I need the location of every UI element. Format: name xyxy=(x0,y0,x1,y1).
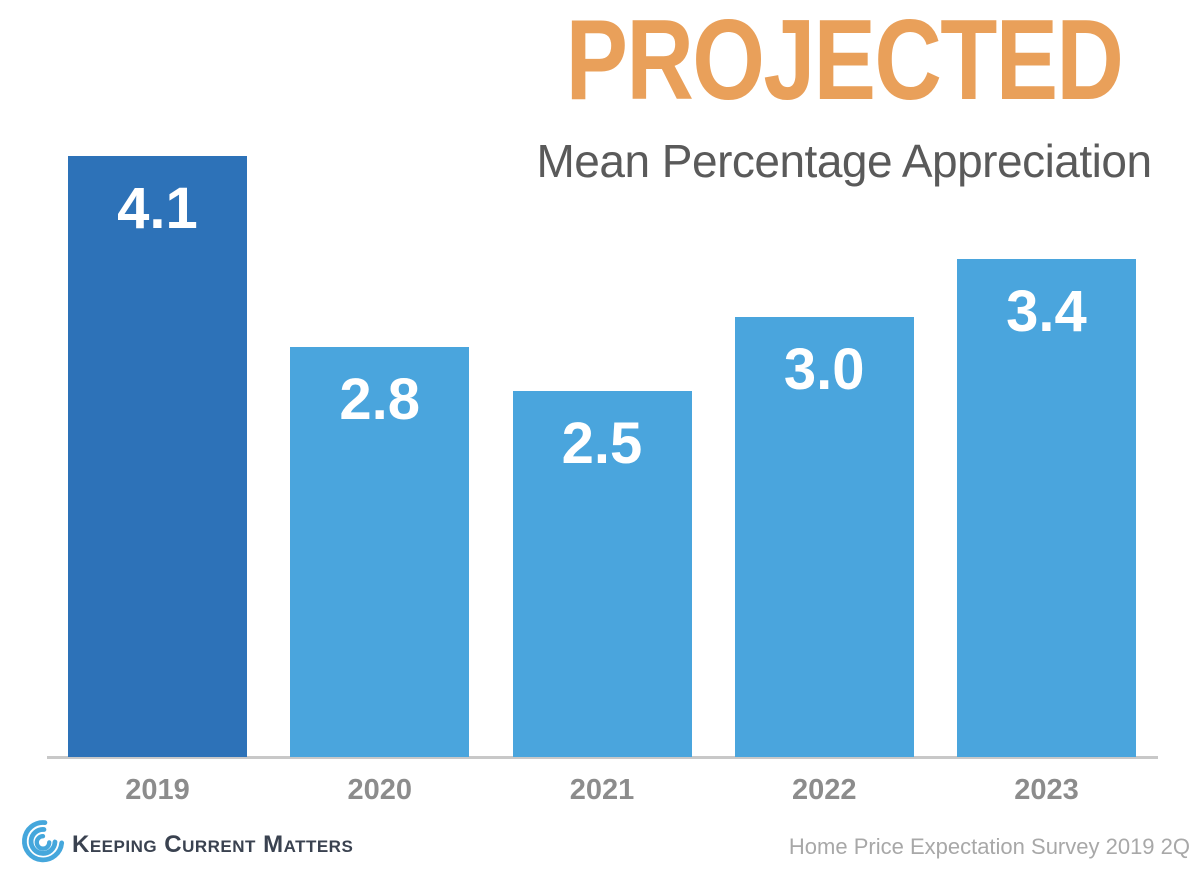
bar-column: 4.1 2019 xyxy=(68,156,247,807)
x-axis-label: 2020 xyxy=(347,774,412,806)
bar-column: 2.8 2020 xyxy=(290,347,470,807)
bar-columns: 4.1 2019 2.8 2020 2.5 2021 3.0 2022 3.4 2023 xyxy=(68,156,1136,807)
brand-wordmark: Keeping Current Matters xyxy=(72,831,354,858)
source-caption: Home Price Expectation Survey 2019 2Q xyxy=(788,834,1190,859)
kcm-logo-swirl-icon xyxy=(22,820,65,863)
x-axis-label: 2022 xyxy=(791,774,857,806)
x-axis-line xyxy=(47,756,1158,759)
bar-2023: 3.4 xyxy=(957,259,1136,757)
bar-column: 3.0 2022 xyxy=(734,317,914,807)
x-axis-label: 2023 xyxy=(1014,774,1079,806)
bar-2019: 4.1 xyxy=(68,156,247,757)
x-axis-label: 2019 xyxy=(125,774,190,806)
bar-2020: 2.8 xyxy=(290,347,470,757)
bar-value-label: 4.1 xyxy=(117,176,198,241)
chart-title: PROJECTED xyxy=(565,0,1124,124)
bar-chart: 4.1 2019 2.8 2020 2.5 2021 3.0 2022 3.4 2023 xyxy=(68,156,1136,807)
x-axis-label: 2021 xyxy=(569,774,635,806)
bar-value-label: 2.8 xyxy=(339,367,421,432)
bar-column: 2.5 2021 xyxy=(512,391,692,807)
bar-2022: 3.0 xyxy=(734,317,914,757)
chart-subtitle: Mean Percentage Appreciation xyxy=(536,135,1152,187)
bar-value-label: 3.4 xyxy=(1006,279,1087,344)
bar-value-label: 2.5 xyxy=(561,411,643,476)
chart-header: PROJECTED Mean Percentage Appreciation xyxy=(484,0,1204,187)
bar-column: 3.4 2023 xyxy=(957,259,1136,807)
bar-value-label: 3.0 xyxy=(783,337,865,402)
bar-2021: 2.5 xyxy=(512,391,692,757)
